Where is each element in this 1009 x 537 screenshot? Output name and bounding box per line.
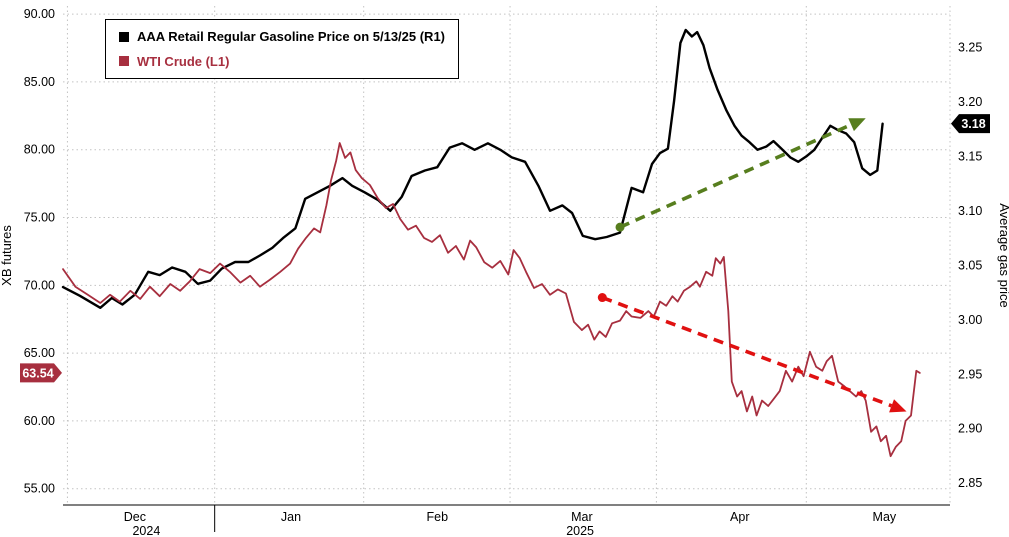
gas-uptrend-arrow-head-icon (848, 118, 866, 132)
left-axis-tick-label: 55.00 (24, 482, 55, 496)
left-axis-tick-label: 90.00 (24, 7, 55, 21)
legend-label-wti: WTI Crude (L1) (137, 53, 230, 69)
wti-series-swatch-icon (119, 56, 129, 67)
gas-last-price-badge (951, 114, 990, 134)
gas-last-price-badge-label: 3.18 (961, 117, 985, 131)
legend-label-gasoline: AAA Retail Regular Gasoline Price on 5/1… (137, 29, 446, 44)
series-line-wti (62, 142, 921, 458)
gas-uptrend-arrow-start-dot (615, 222, 625, 232)
legend-item-gasoline: AAA Retail Regular Gasoline Price on 5/1… (119, 29, 445, 45)
month-tick-label: Mar (571, 510, 593, 524)
series-line-gasoline (61, 28, 884, 309)
gas-uptrend-arrow (619, 123, 852, 229)
gasoline-series-swatch-icon (119, 31, 129, 42)
left-axis-tick-label: 70.00 (24, 278, 55, 292)
right-axis-tick-label: 2.90 (958, 422, 982, 436)
left-axis-tick-label: 60.00 (24, 414, 55, 428)
year-tick-label: 2024 (132, 524, 160, 537)
left-axis-title: XB futures (0, 225, 14, 286)
left-axis-tick-label: 75.00 (24, 211, 55, 225)
wti-downtrend-arrow-head-icon (889, 399, 907, 413)
wti-downtrend-arrow (601, 295, 893, 408)
month-tick-label: Apr (730, 510, 749, 524)
right-axis-tick-label: 3.05 (958, 258, 982, 272)
right-axis-tick-label: 2.85 (958, 476, 982, 490)
month-tick-label: Jan (281, 510, 301, 524)
month-tick-label: Dec (124, 510, 146, 524)
wti-downtrend-arrow-start-dot (597, 293, 607, 303)
chart-legend: AAA Retail Regular Gasoline Price on 5/1… (105, 19, 460, 80)
right-axis-tick-label: 2.95 (958, 367, 982, 381)
right-axis-title: Average gas price (997, 203, 1009, 308)
month-tick-label: May (873, 510, 897, 524)
right-axis-tick-label: 3.00 (958, 313, 982, 327)
left-axis-tick-label: 85.00 (24, 75, 55, 89)
right-axis-tick-label: 3.25 (958, 40, 982, 54)
wti-last-price-badge-label: 63.54 (22, 366, 53, 380)
wti-last-price-badge (20, 363, 62, 383)
left-axis-tick-label: 65.00 (24, 346, 55, 360)
right-axis-tick-label: 3.15 (958, 149, 982, 163)
month-tick-label: Feb (427, 510, 449, 524)
left-axis-tick-label: 80.00 (24, 143, 55, 157)
right-axis-tick-label: 3.20 (958, 95, 982, 109)
right-axis-tick-label: 3.10 (958, 204, 982, 218)
legend-item-wti: WTI Crude (L1) (119, 54, 445, 70)
year-tick-label: 2025 (566, 524, 594, 537)
